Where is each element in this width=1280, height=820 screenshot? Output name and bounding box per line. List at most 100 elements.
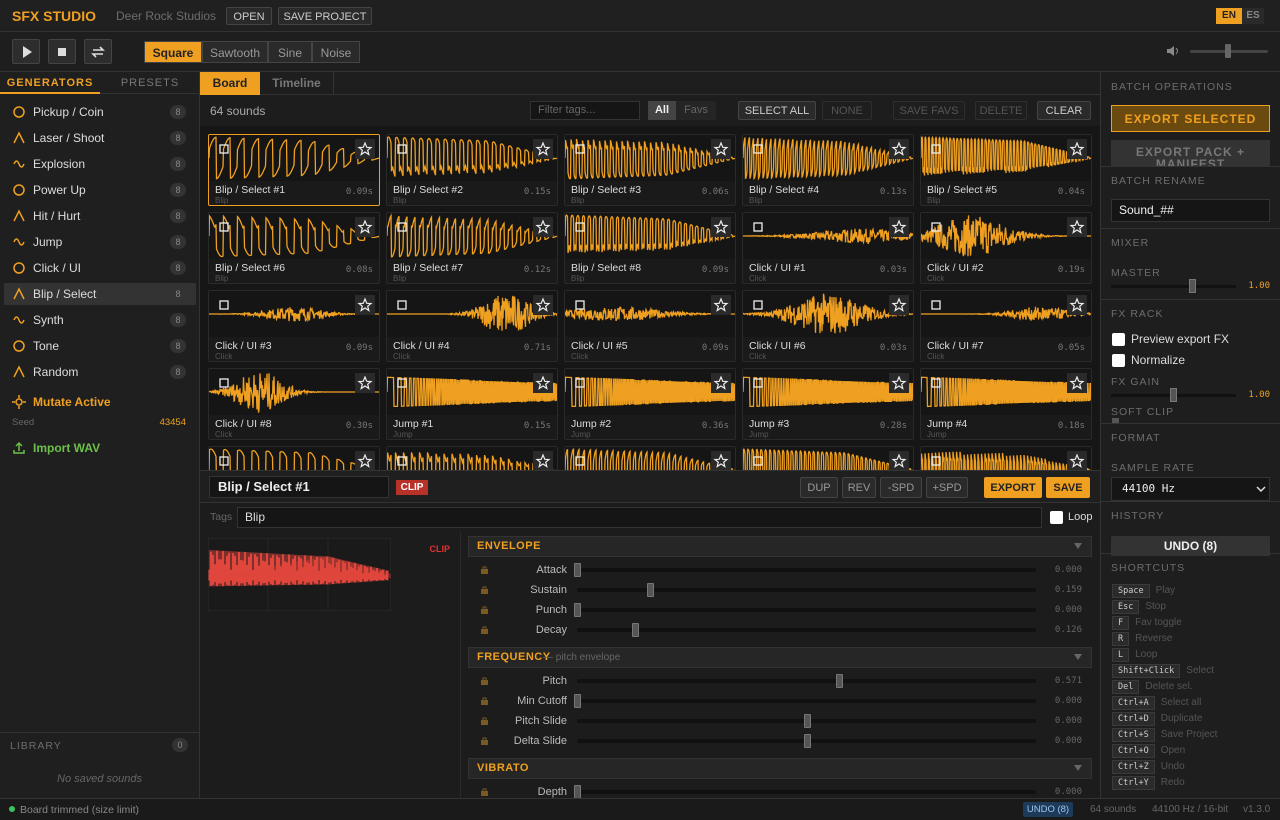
board-action[interactable]: NONE [822, 101, 872, 120]
filter-input[interactable]: Filter tags... [530, 101, 640, 120]
param-thumb[interactable] [836, 674, 844, 688]
favorite-star[interactable] [355, 295, 375, 315]
param-thumb[interactable] [574, 603, 581, 617]
filter-button[interactable]: Favs [676, 101, 716, 120]
favorite-star[interactable] [889, 217, 909, 237]
favorite-star[interactable] [711, 217, 731, 237]
board-action[interactable]: SAVE FAVS [893, 101, 965, 120]
transport-button[interactable] [48, 39, 76, 64]
generator-item[interactable]: Click / UI 8 [4, 257, 196, 279]
favorite-star[interactable] [711, 451, 731, 470]
board-action[interactable]: DELETE [975, 101, 1027, 120]
sound-tile[interactable]: Click / UI #7 0.05s Click [920, 290, 1092, 362]
waveform-option[interactable]: Sawtooth [202, 41, 268, 63]
favorite-star[interactable] [889, 139, 909, 159]
generator-item[interactable]: Jump 8 [4, 231, 196, 253]
sound-tile[interactable]: Jump #1 0.15s Jump [386, 368, 558, 440]
editor-button[interactable]: SAVE [1046, 477, 1090, 498]
sound-tile[interactable]: Blip / Select #2 0.15s Blip [386, 134, 558, 206]
editor-button[interactable]: REV [842, 477, 876, 498]
param-thumb[interactable] [574, 785, 581, 799]
checkbox[interactable] [1112, 333, 1125, 346]
sound-tile[interactable]: Jump #2 0.36s Jump [564, 368, 736, 440]
sound-tile[interactable]: Jump #4 0.18s Jump [920, 368, 1092, 440]
tags-input[interactable]: Blip [237, 507, 1042, 528]
checkbox[interactable] [1112, 354, 1125, 367]
favorite-star[interactable] [1067, 295, 1087, 315]
mutate-button[interactable]: Mutate Active [33, 395, 111, 409]
section-header[interactable]: FREQUENCY — pitch envelope [468, 647, 1092, 668]
param-thumb[interactable] [574, 563, 581, 577]
generator-item[interactable]: Pickup / Coin 8 [4, 101, 196, 123]
favorite-star[interactable] [533, 139, 553, 159]
waveform-option[interactable]: Noise [312, 41, 360, 63]
editor-button[interactable]: +SPD [926, 477, 968, 498]
undo-button[interactable]: UNDO (8) [1111, 536, 1270, 556]
sound-tile[interactable]: Click / UI #4 0.71s Click [386, 290, 558, 362]
generator-item[interactable]: Hit / Hurt 8 [4, 205, 196, 227]
sound-tile[interactable] [208, 446, 380, 470]
language-button[interactable]: EN [1216, 8, 1242, 24]
generator-item[interactable]: Power Up 8 [4, 179, 196, 201]
favorite-star[interactable] [355, 139, 375, 159]
param-thumb[interactable] [631, 623, 639, 637]
language-button[interactable]: ES [1242, 8, 1264, 24]
transport-button[interactable] [84, 39, 112, 64]
generator-item[interactable]: Random 8 [4, 361, 196, 383]
sound-tile[interactable]: Click / UI #1 0.03s Click [742, 212, 914, 284]
favorite-star[interactable] [355, 451, 375, 470]
loop-checkbox[interactable] [1050, 511, 1063, 524]
filter-button[interactable]: All [648, 101, 676, 120]
main-tab[interactable]: Board [200, 72, 260, 95]
main-tab[interactable]: Timeline [260, 72, 334, 95]
generator-item[interactable]: Synth 8 [4, 309, 196, 331]
sound-tile[interactable]: Blip / Select #3 0.06s Blip [564, 134, 736, 206]
generator-item[interactable]: Tone 8 [4, 335, 196, 357]
waveform-option[interactable]: Sine [268, 41, 312, 63]
sound-name-input[interactable]: Blip / Select #1 [209, 476, 389, 498]
favorite-star[interactable] [355, 217, 375, 237]
favorite-star[interactable] [533, 373, 553, 393]
section-header[interactable]: VIBRATO [468, 758, 1092, 779]
sound-tile[interactable] [564, 446, 736, 470]
favorite-star[interactable] [711, 139, 731, 159]
editor-button[interactable]: DUP [800, 477, 838, 498]
sidebar-tab[interactable]: GENERATORS [0, 72, 100, 94]
generator-item[interactable]: Blip / Select 8 [4, 283, 196, 305]
sample-rate-select[interactable]: 44100 Hz [1111, 477, 1270, 501]
favorite-star[interactable] [1067, 451, 1087, 470]
sound-tile[interactable]: Click / UI #3 0.09s Click [208, 290, 380, 362]
editor-button[interactable]: -SPD [880, 477, 922, 498]
board-action[interactable]: SELECT ALL [738, 101, 816, 120]
favorite-star[interactable] [711, 295, 731, 315]
header-button[interactable]: OPEN [226, 7, 272, 25]
sound-tile[interactable]: Blip / Select #8 0.09s Blip [564, 212, 736, 284]
favorite-star[interactable] [533, 217, 553, 237]
param-thumb[interactable] [803, 734, 811, 748]
sound-tile[interactable]: Jump #3 0.28s Jump [742, 368, 914, 440]
sound-tile[interactable]: Click / UI #8 0.30s Click [208, 368, 380, 440]
master-thumb[interactable] [1189, 279, 1196, 293]
board-action[interactable]: CLEAR [1037, 101, 1091, 120]
sound-tile[interactable]: Blip / Select #4 0.13s Blip [742, 134, 914, 206]
favorite-star[interactable] [889, 451, 909, 470]
favorite-star[interactable] [889, 295, 909, 315]
generator-item[interactable]: Laser / Shoot 8 [4, 127, 196, 149]
section-header[interactable]: ENVELOPE [468, 536, 1092, 557]
favorite-star[interactable] [1067, 217, 1087, 237]
sidebar-tab[interactable]: PRESETS [100, 72, 200, 94]
param-thumb[interactable] [803, 714, 811, 728]
generator-item[interactable]: Explosion 8 [4, 153, 196, 175]
sound-tile[interactable]: Blip / Select #1 0.09s Blip [208, 134, 380, 206]
fx-gain-thumb[interactable] [1170, 388, 1177, 402]
favorite-star[interactable] [711, 373, 731, 393]
favorite-star[interactable] [889, 373, 909, 393]
sound-tile[interactable]: Click / UI #5 0.09s Click [564, 290, 736, 362]
favorite-star[interactable] [1067, 139, 1087, 159]
header-button[interactable]: SAVE PROJECT [278, 7, 372, 25]
sound-tile[interactable] [920, 446, 1092, 470]
sound-tile[interactable]: Blip / Select #7 0.12s Blip [386, 212, 558, 284]
param-thumb[interactable] [574, 694, 581, 708]
sound-tile[interactable]: Click / UI #6 0.03s Click [742, 290, 914, 362]
rename-input[interactable]: Sound_## [1111, 199, 1270, 222]
